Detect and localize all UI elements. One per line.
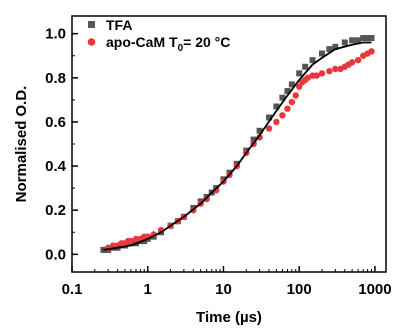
tfa-point bbox=[318, 50, 325, 57]
x-tick-label: 10 bbox=[215, 281, 232, 298]
tfa-point bbox=[368, 35, 375, 42]
tfa-point bbox=[326, 46, 333, 53]
tfa-point bbox=[279, 94, 286, 101]
tfa-point bbox=[302, 63, 309, 70]
tfa-point bbox=[341, 39, 348, 46]
apo-cam-point bbox=[288, 98, 296, 106]
tfa-point bbox=[364, 35, 371, 42]
legend-marker-apo-cam bbox=[87, 38, 96, 46]
tfa-point bbox=[266, 114, 273, 121]
tfa-point bbox=[250, 136, 257, 143]
apo-cam-point bbox=[110, 242, 117, 249]
apo-cam-point bbox=[313, 72, 320, 79]
x-tick-label: 1000 bbox=[358, 281, 391, 298]
apo-cam-point bbox=[368, 48, 375, 55]
tfa-point bbox=[284, 88, 291, 95]
tfa-point bbox=[256, 127, 263, 134]
y-tick-label: 0.8 bbox=[45, 70, 66, 87]
apo-cam-point bbox=[326, 67, 333, 75]
tfa-point bbox=[288, 81, 295, 88]
plot-frame bbox=[71, 15, 387, 273]
y-ticks: 0.0 0.2 0.4 0.6 0.8 1.0 bbox=[45, 26, 78, 263]
apo-cam-point bbox=[295, 83, 303, 90]
apo-cam-point bbox=[284, 105, 291, 112]
apo-cam-point bbox=[348, 59, 356, 66]
tfa-point bbox=[355, 37, 362, 44]
legend-label-apo-cam-main: apo-CaM T bbox=[106, 34, 178, 50]
tfa-point bbox=[349, 37, 356, 44]
apo-cam-point bbox=[354, 56, 362, 64]
apo-cam-point bbox=[279, 112, 286, 119]
fit-line bbox=[103, 41, 372, 251]
x-axis-title: Time (µs) bbox=[196, 309, 262, 326]
tfa-point bbox=[296, 70, 303, 77]
y-tick-label: 0.4 bbox=[45, 158, 67, 175]
x-tick-label: 1 bbox=[144, 281, 152, 298]
apo-cam-point bbox=[318, 70, 326, 77]
y-tick-label: 0.6 bbox=[45, 114, 66, 131]
legend-label-tfa: TFA bbox=[106, 17, 132, 33]
tfa-point bbox=[332, 43, 339, 50]
y-axis-title: Normalised O.D. bbox=[13, 86, 30, 203]
apo-cam-point bbox=[256, 134, 263, 141]
legend: TFA apo-CaM T0= 20 °C bbox=[87, 17, 230, 54]
series-apo-cam bbox=[104, 48, 375, 251]
apo-cam-point bbox=[132, 235, 140, 243]
x-ticks: 0.1 1 10 100 1000 bbox=[62, 266, 392, 298]
y-tick-label: 0.0 bbox=[45, 246, 66, 263]
x-tick-label: 100 bbox=[287, 281, 312, 298]
y-tick-label: 1.0 bbox=[45, 26, 66, 43]
apo-cam-point bbox=[203, 195, 210, 203]
legend-label-apo-cam-rest: = 20 °C bbox=[183, 34, 230, 50]
apo-cam-point bbox=[273, 118, 280, 126]
apo-cam-point bbox=[265, 125, 273, 132]
legend-marker-tfa bbox=[88, 21, 95, 28]
legend-label-apo-cam: apo-CaM T0= 20 °C bbox=[106, 34, 230, 54]
tfa-point bbox=[273, 103, 280, 110]
x-tick-label: 0.1 bbox=[62, 281, 83, 298]
legend-label-apo-cam-sub: 0 bbox=[178, 43, 184, 54]
y-tick-label: 0.2 bbox=[45, 202, 66, 219]
tfa-point bbox=[360, 35, 367, 42]
tfa-point bbox=[309, 57, 316, 64]
apo-cam-point bbox=[127, 237, 135, 245]
apo-cam-point bbox=[332, 65, 339, 73]
apo-cam-point bbox=[292, 92, 299, 99]
